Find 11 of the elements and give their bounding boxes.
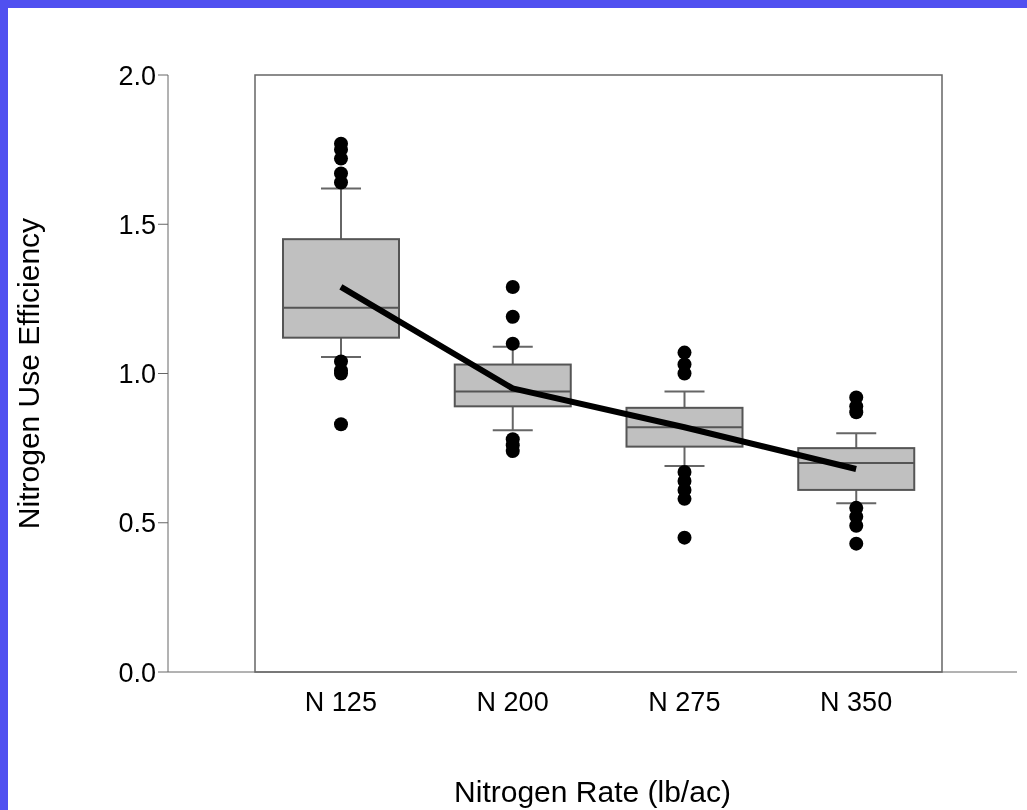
x-tick-label: N 275 — [648, 687, 721, 718]
x-tick-label: N 350 — [820, 687, 893, 718]
y-tick-label: 1.5 — [118, 209, 156, 240]
x-tick-label: N 200 — [476, 687, 549, 718]
y-tick-label: 1.0 — [118, 359, 156, 390]
x-tick-label: N 125 — [304, 687, 377, 718]
y-axis-title: Nitrogen Use Efficiency — [11, 217, 45, 530]
x-axis-title: Nitrogen Rate (lb/ac) — [454, 775, 731, 808]
y-tick-label: 2.0 — [118, 60, 156, 91]
y-tick-label: 0.0 — [118, 657, 156, 688]
y-tick-label: 0.5 — [118, 508, 156, 539]
